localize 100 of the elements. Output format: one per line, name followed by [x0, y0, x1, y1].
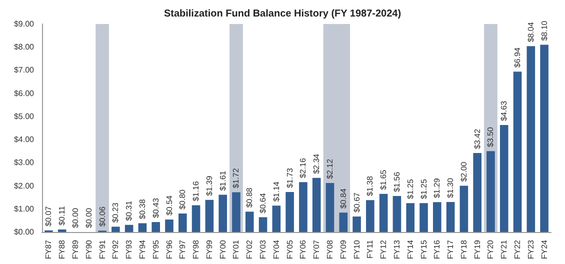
chart-title: Stabilization Fund Balance History (FY 1987-2024) [164, 8, 402, 20]
data-label: $0.07 [44, 206, 54, 226]
y-tick-label: $5.00 [14, 112, 35, 121]
data-label: $0.11 [58, 205, 67, 226]
data-label: $0.84 [338, 188, 348, 209]
data-label: $1.72 [232, 168, 241, 188]
data-label: $1.25 [419, 178, 428, 200]
bar [392, 196, 402, 232]
data-label: $2.12 [325, 158, 334, 180]
bar [192, 205, 200, 232]
data-label: $1.65 [379, 169, 388, 190]
x-tick-label: FY89 [70, 239, 80, 260]
x-tick-label: FY07 [312, 239, 322, 260]
y-tick-label: $0.00 [14, 228, 35, 236]
y-tick-label: $2.00 [14, 181, 35, 190]
data-label: $1.38 [366, 176, 375, 196]
data-label: $1.30 [446, 177, 456, 198]
bar [286, 192, 294, 232]
x-tick-label: FY06 [298, 239, 308, 260]
data-label: $0.06 [98, 206, 107, 227]
bar [406, 203, 415, 232]
bar [339, 212, 348, 232]
data-label: $0.43 [151, 197, 160, 218]
data-label: $1.29 [432, 178, 442, 198]
x-tick-label: FY88 [58, 239, 67, 260]
bar [152, 222, 160, 232]
y-tick-label: $1.00 [14, 204, 35, 214]
data-label: $2.00 [459, 161, 468, 182]
x-tick-label: FY22 [513, 239, 522, 260]
x-tick-label: FY23 [526, 239, 536, 260]
bar [138, 223, 147, 232]
data-label: $3.50 [486, 126, 496, 148]
x-tick-label: FY97 [178, 239, 188, 260]
x-tick-label: FY87 [44, 239, 54, 260]
bar [232, 192, 240, 232]
x-tick-label: FY94 [138, 239, 147, 260]
bar [526, 46, 536, 232]
data-label: $0.23 [111, 202, 120, 223]
data-label: $0.38 [138, 198, 147, 220]
x-tick-label: FY93 [124, 239, 134, 260]
bar [258, 217, 268, 232]
bar [165, 220, 174, 232]
data-label: $1.16 [192, 180, 201, 202]
data-label: $3.42 [472, 128, 482, 149]
data-label: $1.56 [392, 171, 402, 192]
x-tick-label: FY90 [84, 239, 94, 260]
x-tick-label: FY91 [98, 239, 107, 260]
bar [500, 124, 508, 232]
x-tick-label: FY99 [204, 239, 214, 260]
bar [326, 183, 334, 232]
y-tick-label: $9.00 [14, 20, 35, 28]
bar [460, 186, 468, 232]
x-tick-label: FY02 [245, 239, 254, 260]
data-label: $0.64 [258, 192, 268, 214]
data-label: $0.67 [352, 192, 362, 213]
bar [58, 229, 66, 232]
data-label: $0.88 [245, 187, 254, 208]
data-label: $2.34 [312, 153, 322, 174]
data-label: $1.25 [406, 178, 415, 200]
x-tick-label: FY10 [352, 239, 362, 260]
bar [420, 203, 428, 232]
bar [218, 194, 227, 232]
x-tick-label: FY96 [164, 239, 174, 260]
x-tick-label: FY21 [500, 239, 509, 260]
y-tick-label: $8.00 [14, 42, 35, 52]
x-tick-label: FY17 [446, 239, 456, 260]
y-tick-label: $3.00 [14, 158, 35, 168]
x-tick-label: FY24 [540, 239, 549, 260]
bar [205, 200, 214, 232]
data-label: $0.54 [164, 194, 174, 216]
y-tick-label: $7.00 [14, 66, 35, 75]
y-tick-label: $6.00 [14, 88, 35, 98]
data-label: $6.94 [513, 47, 522, 68]
bar [299, 182, 308, 232]
x-tick-label: FY14 [406, 239, 415, 260]
x-tick-label: FY19 [472, 239, 482, 260]
data-label: $4.63 [500, 100, 509, 121]
bar [124, 224, 134, 232]
x-tick-label: FY20 [486, 239, 496, 260]
bar [272, 206, 281, 232]
data-label: $0.31 [124, 200, 134, 221]
x-tick-label: FY09 [338, 239, 348, 260]
data-label: $1.73 [285, 167, 294, 188]
bar [245, 212, 254, 232]
x-tick-label: FY95 [151, 239, 160, 260]
data-label: $8.10 [540, 20, 549, 41]
data-label: $0.00 [84, 207, 94, 228]
bar [540, 44, 548, 232]
x-tick-label: FY12 [379, 239, 388, 260]
bar [366, 200, 374, 232]
data-label: $1.39 [204, 175, 214, 196]
x-tick-label: FY01 [232, 239, 241, 260]
data-label: $0.00 [70, 207, 80, 228]
bar [178, 214, 187, 232]
bar [486, 151, 495, 232]
bar [513, 72, 522, 232]
x-tick-label: FY15 [419, 239, 428, 260]
data-label: $2.16 [298, 158, 308, 178]
x-tick-label: FY03 [258, 239, 268, 260]
x-tick-label: FY11 [366, 239, 375, 259]
